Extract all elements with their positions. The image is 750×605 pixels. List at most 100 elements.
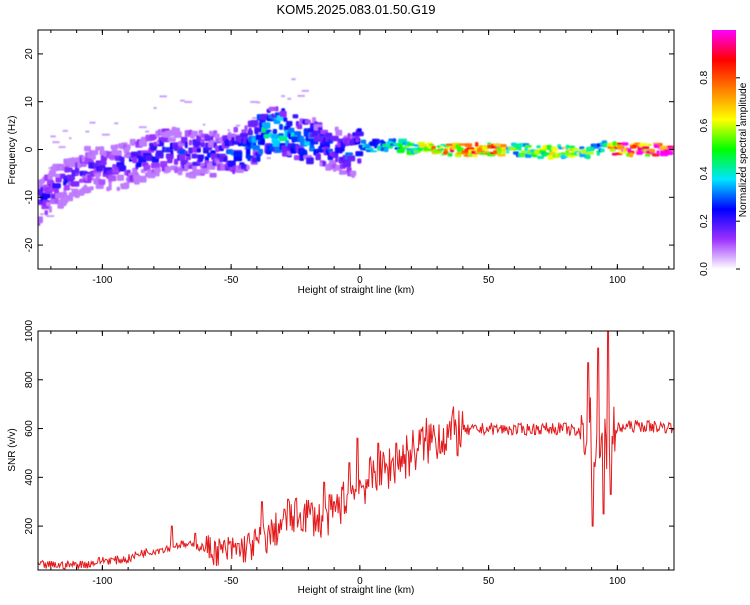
heatmap-cell [315,153,321,161]
heatmap-cell [62,129,68,132]
heatmap-cell [286,121,293,127]
heatmap-cell [207,152,211,158]
heatmap-cell [297,124,303,130]
heatmap-cell [114,150,122,156]
heatmap-cell [398,143,403,148]
heatmap-cell [48,170,56,177]
heatmap-cell [283,117,288,122]
heatmap-cell [250,120,259,127]
heatmap-cell [287,97,292,100]
heatmap-cell [291,78,296,81]
x-tick-label: 0 [357,576,363,587]
heatmap-cell [65,167,73,173]
colorbar-tick-label: 0.8 [699,70,710,84]
heatmap-cell [108,154,116,160]
heatmap-cell [184,141,188,149]
heatmap-cell [106,170,110,176]
heatmap-cell [270,130,274,133]
heatmap-cell [46,215,55,218]
x-tick-label: 100 [609,275,626,286]
heatmap-cell [560,152,566,155]
heatmap-cell [120,156,125,163]
heatmap-cell [154,167,161,173]
heatmap-cell [355,138,360,143]
heatmap-cell [537,155,545,159]
heatmap-cell [233,126,238,133]
heatmap-cell [171,136,177,139]
heatmap-cell [108,175,117,182]
heatmap-cell [247,130,253,136]
heatmap-cell [447,152,453,157]
heatmap-cell [442,151,449,155]
heatmap-cell [170,149,174,155]
heatmap-cell [178,149,186,156]
x-tick-label: -100 [92,275,112,286]
heatmap-cell [180,99,185,102]
heatmap-cell [145,155,153,162]
heatmap-cell [210,150,216,155]
colorbar: 0.0 0.2 0.4 0.6 0.8 Normalized spectral ampl… [699,30,749,276]
heatmap-cell [403,145,410,148]
colorbar-tick-label: 0.4 [699,166,710,180]
heatmap-cell [299,136,304,141]
heatmap-cell [227,129,230,132]
heatmap-cell [551,147,559,152]
heatmap-cell [206,170,210,173]
heatmap-cell [41,193,51,199]
heatmap-cell [268,106,278,112]
heatmap-cell [139,140,147,147]
heatmap-cell [38,216,43,224]
heatmap-cell [315,148,325,153]
snr-x-axis-label: Height of straight line (km) [298,585,415,596]
heatmap-cell [139,175,147,183]
heatmap-cell [271,113,275,118]
heatmap-cell [188,147,193,154]
heatmap-cell [79,178,84,183]
heatmap-cell [339,170,347,175]
heatmap-cell [227,160,236,168]
heatmap-cell [239,133,248,138]
x-tick-label: -50 [224,275,239,286]
heatmap-cell [118,165,127,172]
heatmap-cell [365,147,374,150]
heatmap-cell [347,133,351,138]
heatmap-cell [260,138,265,146]
x-tick-label: 50 [483,576,495,587]
heatmap-cell [143,164,151,172]
heatmap-cell [215,145,220,153]
heatmap-cell [177,170,183,176]
heatmap-cell [258,148,263,155]
heatmap-cell [270,134,279,139]
heatmap-cell [40,213,44,216]
heatmap-cell [114,144,119,150]
snr-series-line [38,331,674,570]
y-tick-label: -20 [24,237,35,252]
snr-plot-area [38,331,674,570]
heatmap-cell [343,161,351,167]
heatmap-cell [130,151,139,157]
spectrogram-y-axis-label: Frequency (Hz) [7,116,18,185]
heatmap-cell [116,186,121,191]
heatmap-cell [301,89,309,92]
heatmap-cell [145,130,150,133]
heatmap-cell [112,169,121,174]
snr-frame [37,330,675,571]
heatmap-cell [200,138,205,143]
spectrogram-x-axis-label: Height of straight line (km) [298,285,415,296]
figure-title: KOM5.2025.083.01.50.G19 [276,2,435,17]
heatmap-cell [600,148,605,153]
x-tick-label: -100 [92,576,112,587]
heatmap-cell [621,142,629,146]
heatmap-cell [407,143,415,147]
heatmap-cell [440,145,444,149]
colorbar-label: Normalized spectral amplitude [738,82,749,217]
heatmap-cell [151,135,156,141]
heatmap-cell [281,145,290,153]
heatmap-cell [667,151,674,155]
heatmap-cell [609,148,616,152]
heatmap-cell [645,153,651,157]
x-tick-label: 100 [609,576,626,587]
y-tick-label: 1000 [24,319,35,342]
